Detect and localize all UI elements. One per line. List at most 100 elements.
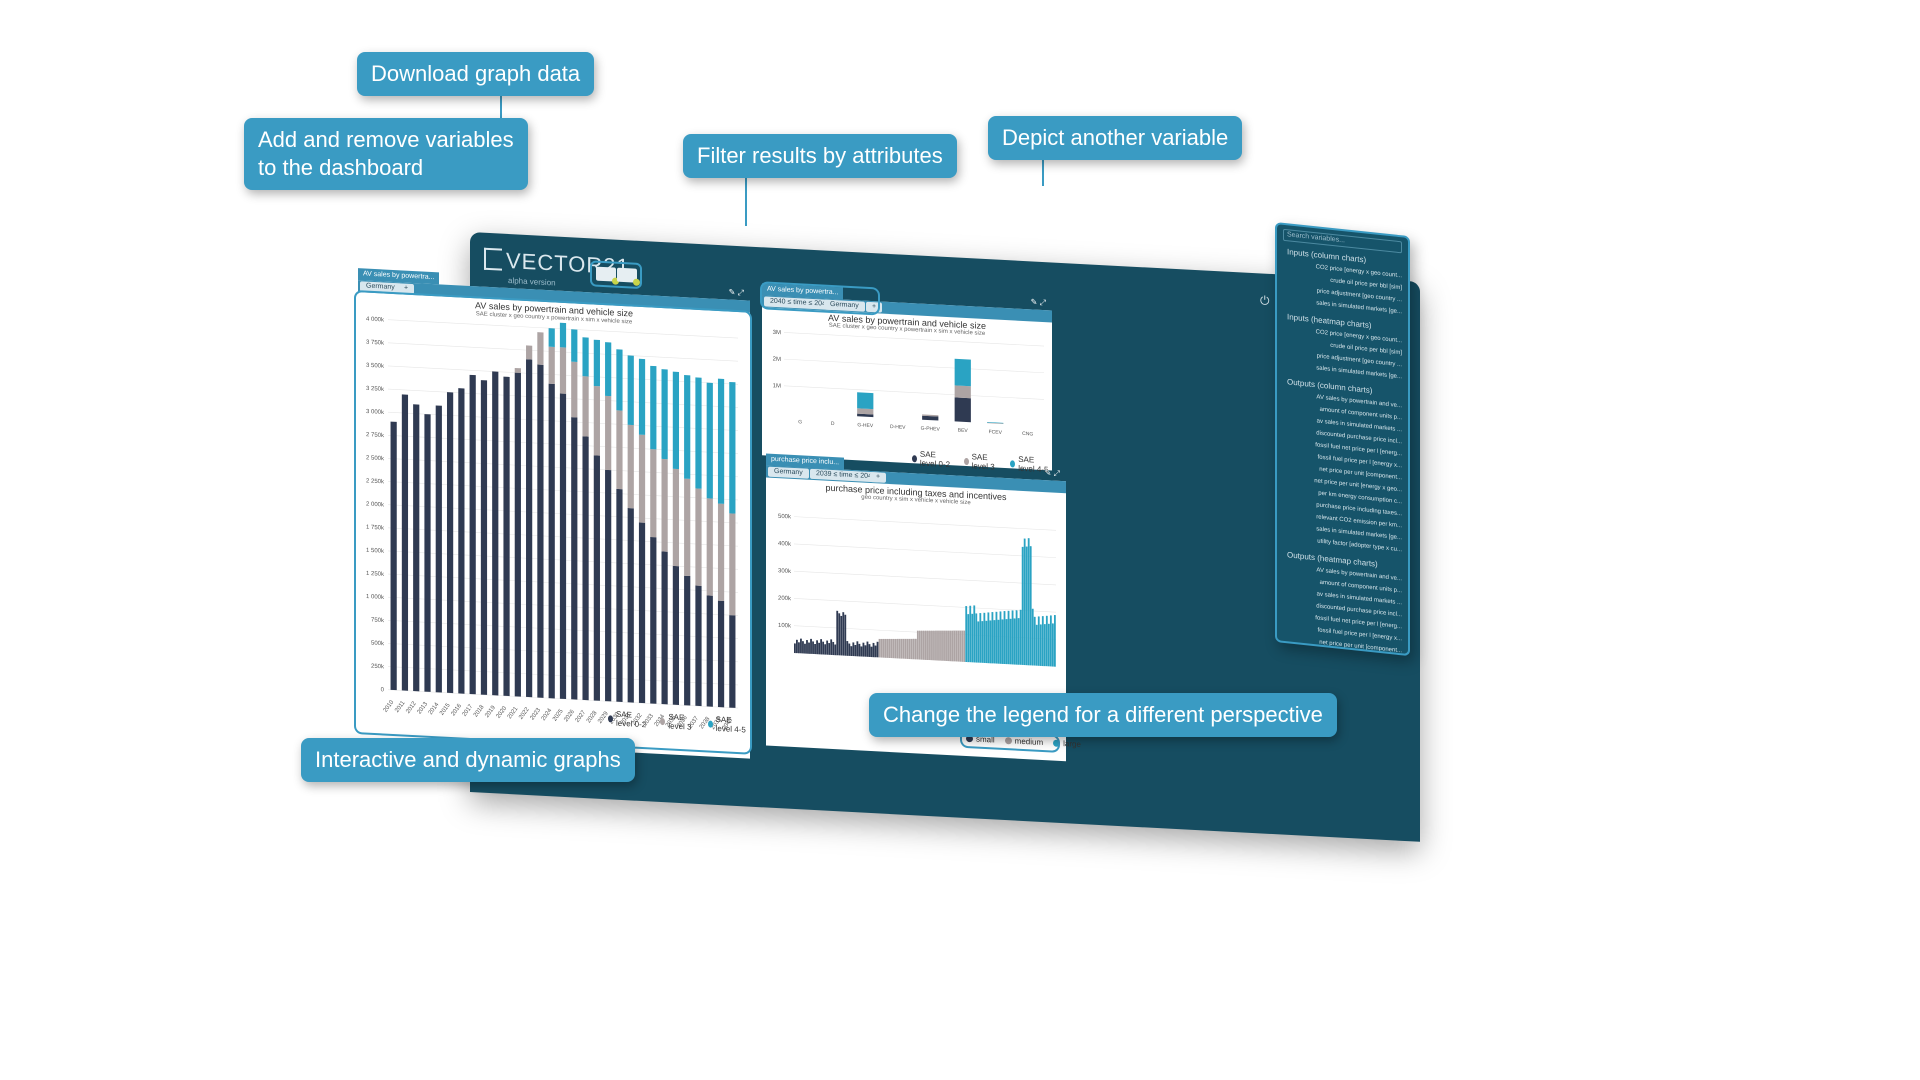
bar[interactable] bbox=[927, 630, 929, 661]
download-data-button[interactable] bbox=[616, 267, 637, 283]
bar-segment[interactable] bbox=[729, 381, 736, 514]
bar-segment[interactable] bbox=[717, 503, 725, 601]
bar[interactable] bbox=[951, 630, 954, 662]
bar[interactable] bbox=[812, 641, 814, 655]
bar-segment[interactable] bbox=[638, 434, 646, 523]
main-chart[interactable]: 0 250k 500k 750k 1 000k 1 250k 1 500k 1 750k 2 0… bbox=[358, 312, 750, 763]
bar[interactable] bbox=[973, 605, 976, 663]
bar[interactable] bbox=[963, 630, 966, 662]
power-icon[interactable]: ⏻ bbox=[1260, 293, 1270, 308]
bar[interactable] bbox=[854, 644, 857, 657]
bar[interactable] bbox=[987, 612, 990, 664]
bar[interactable] bbox=[983, 612, 986, 664]
top-right-chart[interactable]: 1M 2M 3M G D G-HEV D-HEV G-PHEV BEV FCEV CNG bbox=[762, 325, 1052, 455]
bar-segment[interactable] bbox=[469, 374, 476, 695]
add-variable-button[interactable] bbox=[595, 266, 616, 282]
bar[interactable] bbox=[804, 643, 806, 654]
bar[interactable] bbox=[1039, 624, 1042, 666]
bar-segment[interactable] bbox=[458, 388, 465, 694]
bottom-right-chart[interactable]: 100k 200k 300k 400k 500k bbox=[766, 496, 1066, 742]
bar[interactable] bbox=[1047, 623, 1050, 667]
bar-segment[interactable] bbox=[661, 551, 668, 705]
bar[interactable] bbox=[796, 639, 798, 654]
bar-segment[interactable] bbox=[605, 395, 612, 471]
bar[interactable] bbox=[977, 621, 980, 663]
bar[interactable] bbox=[888, 638, 891, 659]
bar-segment[interactable] bbox=[638, 358, 646, 435]
bar[interactable] bbox=[1051, 623, 1054, 667]
bar[interactable] bbox=[882, 638, 885, 658]
bar-segment[interactable] bbox=[390, 421, 397, 691]
bar[interactable] bbox=[1053, 615, 1056, 667]
bar-segment[interactable] bbox=[922, 414, 939, 417]
bar-segment[interactable] bbox=[695, 585, 702, 707]
bar[interactable] bbox=[937, 630, 939, 661]
bar-segment[interactable] bbox=[593, 455, 600, 701]
bar-segment[interactable] bbox=[672, 468, 680, 567]
bar[interactable] bbox=[852, 642, 855, 657]
bar[interactable] bbox=[892, 638, 895, 659]
bar[interactable] bbox=[810, 638, 812, 654]
bar-segment[interactable] bbox=[548, 383, 555, 699]
bar-segment[interactable] bbox=[954, 358, 971, 387]
bar[interactable] bbox=[995, 611, 998, 664]
bar[interactable] bbox=[808, 642, 810, 654]
bar[interactable] bbox=[949, 630, 951, 662]
bar-segment[interactable] bbox=[706, 382, 713, 499]
bar[interactable] bbox=[1049, 615, 1052, 667]
bar[interactable] bbox=[979, 613, 982, 663]
bar[interactable] bbox=[846, 640, 849, 656]
bar-segment[interactable] bbox=[706, 498, 713, 596]
bar[interactable] bbox=[868, 644, 871, 657]
bar[interactable] bbox=[1025, 546, 1028, 666]
bar[interactable] bbox=[822, 641, 825, 655]
bar-segment[interactable] bbox=[661, 369, 668, 460]
bar[interactable] bbox=[1003, 611, 1006, 665]
bar[interactable] bbox=[902, 638, 905, 659]
bar-segment[interactable] bbox=[695, 377, 702, 489]
bar[interactable] bbox=[975, 613, 978, 663]
bar[interactable] bbox=[830, 639, 833, 655]
bar[interactable] bbox=[898, 638, 901, 659]
bar[interactable] bbox=[965, 606, 968, 663]
bar[interactable] bbox=[920, 630, 923, 660]
bar-segment[interactable] bbox=[954, 397, 971, 423]
bar[interactable] bbox=[1027, 538, 1030, 666]
bar-segment[interactable] bbox=[706, 595, 713, 707]
bar[interactable] bbox=[840, 615, 843, 656]
bar[interactable] bbox=[886, 638, 889, 658]
bar[interactable] bbox=[828, 643, 831, 655]
bar[interactable] bbox=[945, 630, 947, 661]
bar[interactable] bbox=[842, 612, 845, 656]
bar-segment[interactable] bbox=[857, 392, 874, 410]
bar-segment[interactable] bbox=[571, 329, 578, 363]
bar[interactable] bbox=[1009, 618, 1012, 665]
bar[interactable] bbox=[1037, 616, 1040, 666]
bar-segment[interactable] bbox=[582, 376, 589, 437]
bar[interactable] bbox=[832, 641, 835, 656]
bar-segment[interactable] bbox=[582, 436, 589, 701]
bar-segment[interactable] bbox=[616, 488, 623, 702]
bar[interactable] bbox=[806, 639, 808, 654]
bar-segment[interactable] bbox=[684, 575, 691, 706]
bar[interactable] bbox=[947, 630, 949, 662]
bar[interactable] bbox=[834, 644, 837, 656]
bar[interactable] bbox=[1031, 608, 1034, 666]
bar[interactable] bbox=[957, 630, 960, 662]
bar-segment[interactable] bbox=[582, 337, 589, 377]
bar[interactable] bbox=[904, 638, 907, 659]
bar[interactable] bbox=[939, 630, 941, 661]
bar[interactable] bbox=[824, 644, 827, 655]
bar[interactable] bbox=[816, 640, 818, 655]
bar[interactable] bbox=[908, 638, 911, 660]
bar[interactable] bbox=[1005, 619, 1008, 665]
bar[interactable] bbox=[943, 630, 945, 661]
bar[interactable] bbox=[916, 630, 919, 660]
bar[interactable] bbox=[925, 630, 927, 660]
bar[interactable] bbox=[935, 630, 937, 661]
bar[interactable] bbox=[844, 614, 847, 656]
bar[interactable] bbox=[818, 642, 820, 655]
bar-segment[interactable] bbox=[650, 449, 657, 538]
bar[interactable] bbox=[1015, 610, 1018, 665]
bar[interactable] bbox=[914, 638, 917, 660]
